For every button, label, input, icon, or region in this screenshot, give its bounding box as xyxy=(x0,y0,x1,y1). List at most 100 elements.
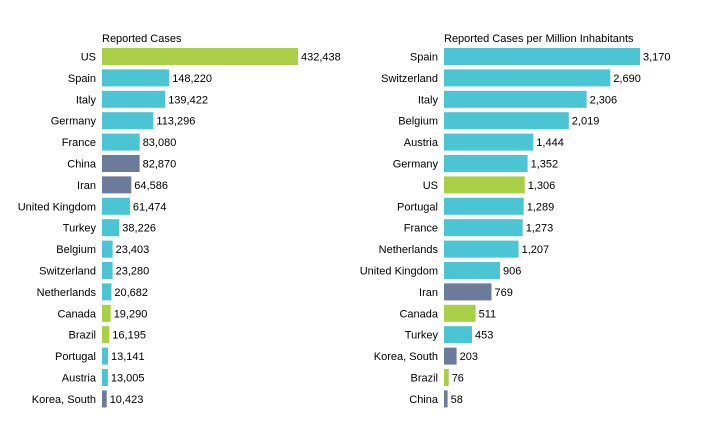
left-category-label: Netherlands xyxy=(37,287,97,299)
right-value-label: 453 xyxy=(475,330,493,342)
left-category-label: Portugal xyxy=(55,351,96,363)
left-bar xyxy=(102,283,112,301)
left-category-label: US xyxy=(81,52,96,64)
left-category-label: Turkey xyxy=(63,223,97,235)
left-value-label: 61,474 xyxy=(133,201,167,213)
right-category-label: China xyxy=(409,394,439,406)
left-value-label: 83,080 xyxy=(143,137,177,149)
left-bar xyxy=(102,390,107,408)
left-value-label: 23,403 xyxy=(116,244,150,256)
left-value-label: 113,296 xyxy=(156,116,195,128)
left-category-label: United Kingdom xyxy=(18,201,96,213)
right-bar xyxy=(444,390,448,408)
right-bar xyxy=(444,304,476,322)
right-bar xyxy=(444,262,500,279)
left-category-label: China xyxy=(67,159,97,171)
left-bar xyxy=(102,155,140,172)
right-bar xyxy=(444,347,457,365)
right-value-label: 769 xyxy=(495,287,513,299)
right-category-label: Belgium xyxy=(398,116,438,128)
left-value-label: 82,870 xyxy=(143,159,177,171)
right-category-label: Spain xyxy=(410,52,438,64)
right-value-label: 58 xyxy=(451,394,463,406)
right-value-label: 2,690 xyxy=(613,73,641,85)
left-category-label: France xyxy=(62,137,96,149)
right-category-label: Austria xyxy=(404,137,439,149)
left-bar xyxy=(102,369,108,386)
left-value-label: 139,422 xyxy=(168,94,208,106)
left-value-label: 19,290 xyxy=(114,308,148,320)
right-category-label: Italy xyxy=(418,94,439,106)
right-category-label: United Kingdom xyxy=(360,266,438,278)
right-value-label: 1,306 xyxy=(528,180,556,192)
left-category-label: Austria xyxy=(62,373,97,385)
right-bar xyxy=(444,219,523,237)
left-bar xyxy=(102,112,154,130)
left-value-label: 23,280 xyxy=(116,266,150,278)
left-category-label: Korea, South xyxy=(32,394,96,406)
right-category-label: Turkey xyxy=(405,330,439,342)
left-category-label: Iran xyxy=(77,180,96,192)
left-bar xyxy=(102,90,166,108)
right-category-label: Switzerland xyxy=(381,73,438,85)
right-bar xyxy=(444,176,525,194)
right-bar xyxy=(444,90,587,108)
left-value-label: 432,438 xyxy=(301,52,341,64)
right-bar xyxy=(444,369,449,386)
left-value-label: 10,423 xyxy=(110,394,144,406)
right-value-label: 2,306 xyxy=(590,94,618,106)
left-category-label: Switzerland xyxy=(39,266,96,278)
right-category-label: Iran xyxy=(419,287,438,299)
right-value-label: 1,444 xyxy=(536,137,564,149)
left-value-label: 16,195 xyxy=(112,330,146,342)
right-bar xyxy=(444,69,611,87)
right-value-label: 203 xyxy=(460,351,478,363)
right-category-label: Portugal xyxy=(397,201,438,213)
left-bar xyxy=(102,240,113,258)
left-value-label: 13,141 xyxy=(111,351,145,363)
left-bar xyxy=(102,176,132,194)
right-value-label: 511 xyxy=(479,308,497,320)
right-bar xyxy=(444,48,640,65)
right-bar xyxy=(444,240,519,258)
left-bar xyxy=(102,304,111,322)
left-category-label: Brazil xyxy=(68,330,96,342)
right-panel-bars: Spain 3,170 Switzerland 2,690 Italy 2,306 Belg… xyxy=(360,48,671,408)
right-category-label: US xyxy=(423,180,438,192)
left-bar xyxy=(102,197,130,215)
right-bar xyxy=(444,283,492,301)
left-bar xyxy=(102,219,120,237)
left-bar xyxy=(102,326,110,344)
left-bar xyxy=(102,48,298,65)
right-value-label: 2,019 xyxy=(572,116,600,128)
right-value-label: 906 xyxy=(503,266,521,278)
left-panel-bars: US 432,438 Spain 148,220 Italy 139,422 Germany… xyxy=(18,48,341,408)
right-category-label: Canada xyxy=(399,308,438,320)
right-value-label: 1,352 xyxy=(531,159,559,171)
left-value-label: 64,586 xyxy=(134,180,168,192)
left-value-label: 148,220 xyxy=(172,73,212,85)
right-value-label: 1,289 xyxy=(527,201,555,213)
right-category-label: Netherlands xyxy=(379,244,439,256)
left-bar xyxy=(102,347,108,365)
left-value-label: 13,005 xyxy=(111,373,145,385)
right-bar xyxy=(444,133,534,151)
left-category-label: Spain xyxy=(68,73,96,85)
right-bar xyxy=(444,326,472,344)
right-value-label: 76 xyxy=(452,373,464,385)
left-bar xyxy=(102,262,113,279)
right-panel-title: Reported Cases per Million Inhabitants xyxy=(444,33,634,45)
right-category-label: Germany xyxy=(393,159,439,171)
right-bar xyxy=(444,197,524,215)
left-category-label: Germany xyxy=(51,116,97,128)
left-value-label: 20,682 xyxy=(114,287,148,299)
left-category-label: Belgium xyxy=(56,244,96,256)
left-category-label: Canada xyxy=(57,308,96,320)
right-value-label: 1,273 xyxy=(526,223,554,235)
left-value-label: 38,226 xyxy=(122,223,156,235)
right-value-label: 3,170 xyxy=(643,52,671,64)
right-bar xyxy=(444,155,528,172)
right-value-label: 1,207 xyxy=(522,244,550,256)
